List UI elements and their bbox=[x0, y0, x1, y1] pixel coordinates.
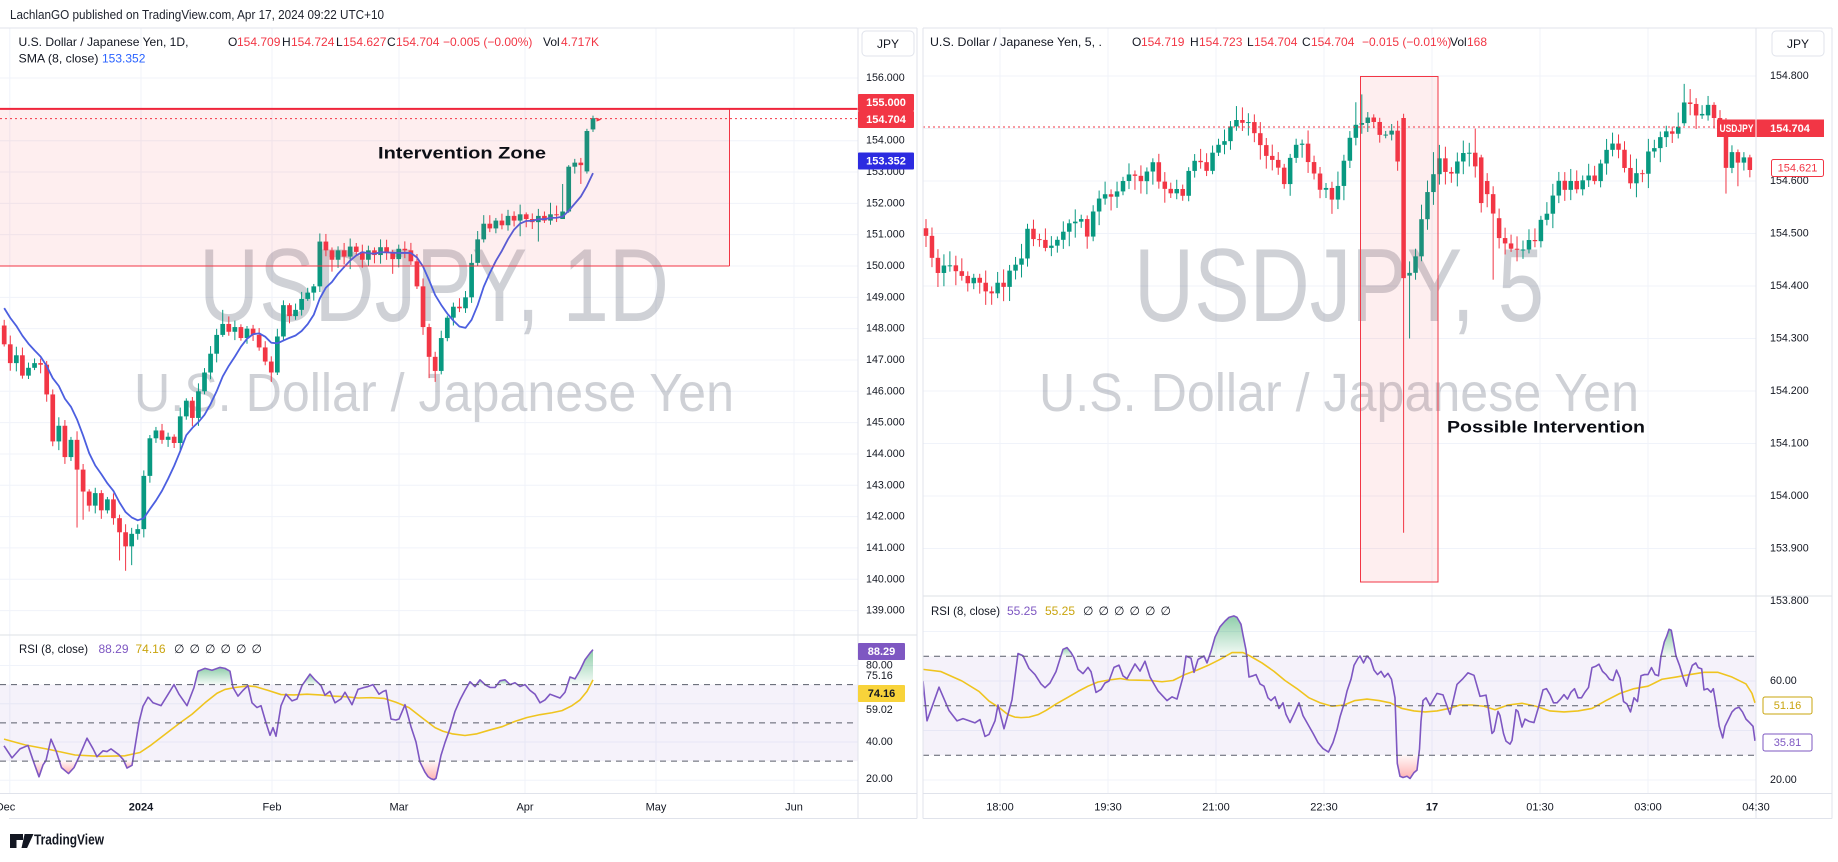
svg-text:75.16: 75.16 bbox=[866, 670, 893, 682]
svg-text:154.200: 154.200 bbox=[1770, 385, 1809, 397]
svg-text:154.400: 154.400 bbox=[1770, 280, 1809, 292]
svg-text:59.02: 59.02 bbox=[866, 704, 893, 716]
svg-text:145.000: 145.000 bbox=[866, 417, 905, 429]
svg-text:154.300: 154.300 bbox=[1770, 333, 1809, 345]
svg-text:40.00: 40.00 bbox=[866, 736, 893, 748]
svg-text:143.000: 143.000 bbox=[866, 479, 905, 491]
svg-text:JPY: JPY bbox=[877, 37, 899, 51]
svg-text:SMA (8, close)153.352: SMA (8, close)153.352 bbox=[19, 52, 146, 66]
svg-text:03:00: 03:00 bbox=[1634, 802, 1662, 814]
svg-text:Jun: Jun bbox=[785, 802, 803, 814]
svg-text:154.704: 154.704 bbox=[866, 114, 907, 126]
svg-text:152.000: 152.000 bbox=[866, 197, 905, 209]
svg-text:Mar: Mar bbox=[390, 802, 409, 814]
svg-text:U.S. Dollar / Japanese Yen: U.S. Dollar / Japanese Yen bbox=[134, 363, 734, 423]
svg-text:Feb: Feb bbox=[263, 802, 282, 814]
svg-text:154.000: 154.000 bbox=[866, 135, 905, 147]
svg-text:60.00: 60.00 bbox=[1770, 675, 1797, 687]
svg-text:U.S. Dollar / Japanese Yen: U.S. Dollar / Japanese Yen bbox=[1039, 363, 1639, 423]
svg-text:35.81: 35.81 bbox=[1774, 737, 1802, 749]
svg-text:154.621: 154.621 bbox=[1778, 163, 1818, 175]
svg-text:148.000: 148.000 bbox=[866, 323, 905, 335]
svg-text:Apr: Apr bbox=[516, 802, 533, 814]
svg-text:88.29: 88.29 bbox=[868, 646, 896, 658]
svg-text:18:00: 18:00 bbox=[986, 802, 1014, 814]
svg-text:Dec: Dec bbox=[0, 802, 16, 814]
svg-text:Possible Intervention: Possible Intervention bbox=[1447, 418, 1645, 437]
svg-text:144.000: 144.000 bbox=[866, 448, 905, 460]
svg-text:USDJPY: USDJPY bbox=[1720, 123, 1755, 135]
svg-text:151.000: 151.000 bbox=[866, 229, 905, 241]
svg-text:153.352: 153.352 bbox=[866, 156, 906, 168]
svg-text:19:30: 19:30 bbox=[1094, 802, 1122, 814]
svg-text:TradingView: TradingView bbox=[34, 832, 104, 849]
svg-text:22:30: 22:30 bbox=[1310, 802, 1338, 814]
svg-text:04:30: 04:30 bbox=[1742, 802, 1770, 814]
svg-text:142.000: 142.000 bbox=[866, 511, 905, 523]
svg-text:150.000: 150.000 bbox=[866, 260, 905, 272]
svg-text:01:30: 01:30 bbox=[1526, 802, 1554, 814]
svg-text:154.100: 154.100 bbox=[1770, 438, 1809, 450]
svg-text:U.S. Dollar / Japanese Yen, 5,: U.S. Dollar / Japanese Yen, 5, .O154.719… bbox=[930, 35, 1487, 49]
svg-text:USDJPY, 5: USDJPY, 5 bbox=[1134, 228, 1544, 344]
svg-text:LachlanGO published on Trading: LachlanGO published on TradingView.com, … bbox=[10, 7, 384, 22]
svg-text:153.800: 153.800 bbox=[1770, 595, 1809, 607]
svg-text:153.900: 153.900 bbox=[1770, 543, 1809, 555]
svg-text:147.000: 147.000 bbox=[866, 354, 905, 366]
svg-text:154.500: 154.500 bbox=[1770, 228, 1809, 240]
svg-text:141.000: 141.000 bbox=[866, 542, 905, 554]
svg-text:2024: 2024 bbox=[129, 802, 154, 814]
svg-text:140.000: 140.000 bbox=[866, 573, 905, 585]
svg-text:51.16: 51.16 bbox=[1774, 700, 1802, 712]
svg-text:20.00: 20.00 bbox=[866, 773, 893, 785]
svg-text:146.000: 146.000 bbox=[866, 385, 905, 397]
svg-text:74.16: 74.16 bbox=[868, 688, 896, 700]
svg-text:155.000: 155.000 bbox=[866, 97, 906, 109]
svg-text:154.800: 154.800 bbox=[1770, 70, 1809, 82]
svg-text:139.000: 139.000 bbox=[866, 605, 905, 617]
svg-text:154.000: 154.000 bbox=[1770, 490, 1809, 502]
svg-text:149.000: 149.000 bbox=[866, 291, 905, 303]
svg-text:21:00: 21:00 bbox=[1202, 802, 1230, 814]
svg-text:156.000: 156.000 bbox=[866, 72, 905, 84]
svg-text:17: 17 bbox=[1426, 802, 1438, 814]
svg-text:154.704: 154.704 bbox=[1770, 123, 1811, 135]
svg-text:JPY: JPY bbox=[1787, 37, 1809, 51]
svg-text:20.00: 20.00 bbox=[1770, 774, 1797, 786]
svg-text:May: May bbox=[646, 802, 667, 814]
svg-text:U.S. Dollar / Japanese Yen, 1D: U.S. Dollar / Japanese Yen, 1D,O154.709H… bbox=[19, 35, 600, 49]
svg-text:Intervention Zone: Intervention Zone bbox=[378, 144, 546, 163]
